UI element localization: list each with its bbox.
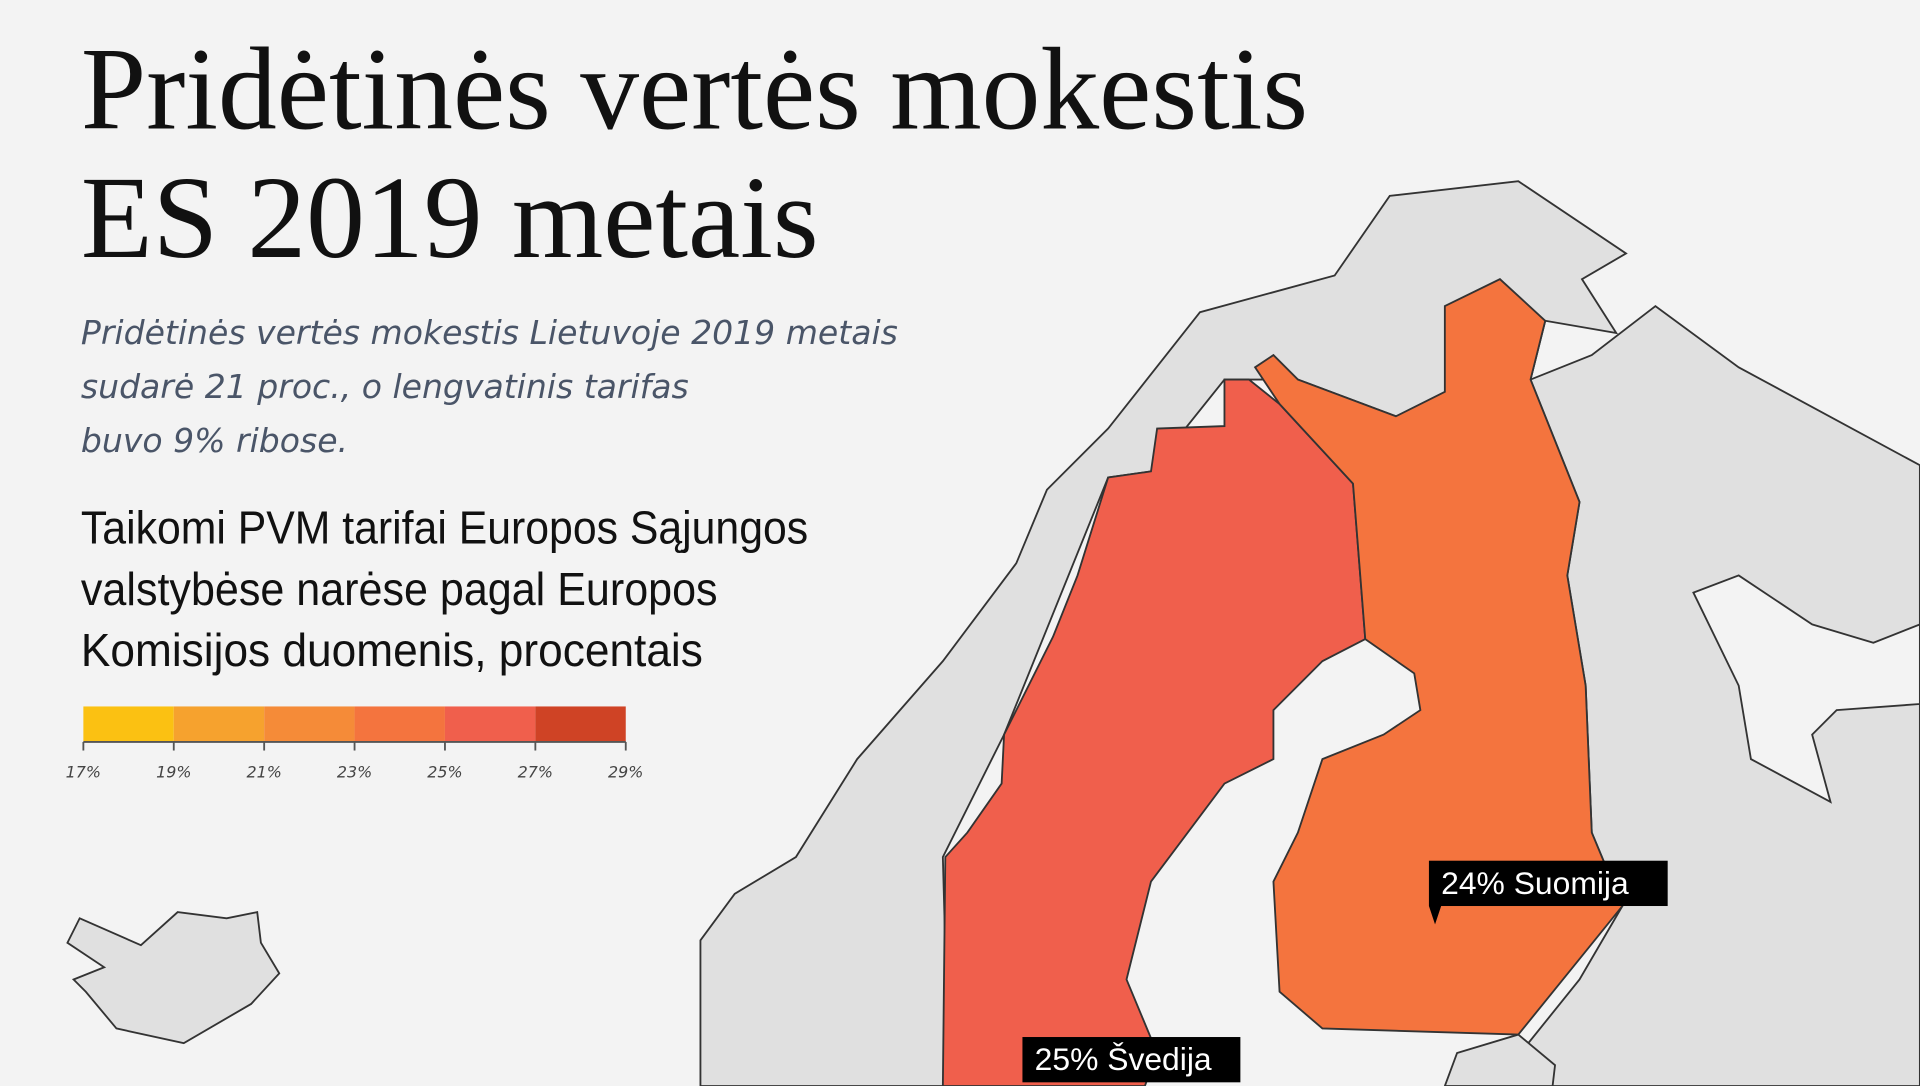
subtitle-line: sudarė 21 proc., o lengvatinis tarifas [81, 367, 689, 406]
region-label: 24% Suomija [1441, 865, 1629, 901]
iceland [66, 911, 281, 1045]
subtitle-line: Pridėtinės vertės mokestis Lietuvoje 201… [81, 313, 898, 352]
white-sea [1692, 574, 1920, 804]
legend-swatch [444, 706, 536, 742]
estonia [1443, 1033, 1557, 1086]
legend-tick-label: 29% [608, 762, 643, 781]
subtitle-line: buvo 9% ribose. [81, 421, 348, 460]
legend-title-line: valstybėse narėse pagal Europos [81, 563, 718, 615]
legend-title-line: Taikomi PVM tarifai Europos Sąjungos [81, 502, 808, 554]
title-line: Pridėtinės vertės mokestis [81, 25, 1308, 155]
label-sweden: 25% Švedija [1022, 1037, 1241, 1083]
legend-title-line: Komisijos duomenis, procentais [81, 624, 703, 676]
legend-swatch [83, 706, 174, 742]
legend-swatch [173, 706, 265, 742]
legend: 17% 19% 21% 23% 25% 27% 29% [66, 706, 643, 781]
legend-swatch [354, 706, 445, 742]
legend-tick-label: 27% [518, 762, 553, 781]
legend-tick-label: 25% [427, 762, 462, 781]
sweden [941, 378, 1367, 1086]
title-line: ES 2019 metais [81, 153, 819, 283]
legend-tick-label: 21% [246, 762, 281, 781]
label-box [1428, 860, 1668, 907]
legend-swatch [535, 706, 626, 742]
label-pointer [1428, 906, 1442, 925]
label-finland: 24% Suomija [1428, 860, 1668, 925]
legend-tick-label: 17% [66, 762, 101, 781]
legend-tick-label: 19% [156, 762, 191, 781]
legend-tick-label: 23% [337, 762, 372, 781]
region-label: 25% Švedija [1035, 1041, 1212, 1077]
label-box [1022, 1037, 1241, 1083]
norway [699, 180, 1628, 1086]
legend-swatch [264, 706, 355, 742]
